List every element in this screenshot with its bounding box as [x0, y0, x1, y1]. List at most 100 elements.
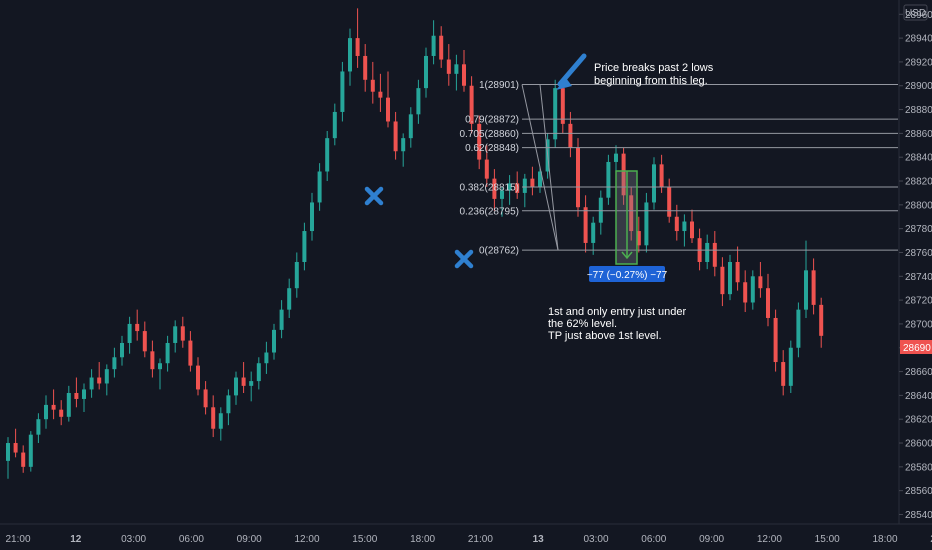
candle — [97, 362, 102, 390]
candle — [515, 171, 520, 199]
measure-badge-text: −77 (−0.27%) −77 — [587, 270, 668, 281]
time-tick-label: 18:00 — [410, 534, 435, 545]
candle — [553, 79, 558, 148]
candle — [781, 350, 786, 396]
top-note[interactable]: Price breaks past 2 lows beginning from … — [594, 62, 714, 87]
candle-body — [211, 407, 216, 429]
currency-box — [903, 4, 928, 21]
bottom-note-line-1: 1st and only entry just under — [548, 306, 687, 318]
candle-body — [408, 114, 413, 139]
candle — [82, 383, 86, 413]
candle-body — [226, 395, 231, 414]
candle — [120, 335, 124, 366]
arrow-shaft — [557, 53, 587, 87]
price-tick-label: 28780 — [905, 224, 932, 235]
top-note-line-1: Price breaks past 2 lows — [594, 62, 714, 74]
last-price-text: 28690 — [903, 343, 931, 354]
candle-body — [576, 147, 580, 208]
fib-level-label: 0.236(28795) — [460, 206, 520, 217]
candle-body — [325, 138, 330, 172]
price-tick-label: 28920 — [905, 57, 932, 68]
candle-body — [743, 282, 748, 303]
candle — [644, 192, 649, 253]
candle-body — [150, 351, 155, 370]
candle — [74, 377, 79, 408]
candle — [6, 437, 10, 479]
candle-body — [218, 413, 223, 429]
candle-body — [477, 123, 482, 160]
candle-body — [256, 363, 261, 382]
cross-icon[interactable] — [454, 249, 474, 269]
candle — [682, 214, 687, 247]
candle-body — [598, 197, 603, 223]
price-tick-label: 28620 — [905, 415, 932, 426]
candle-body — [538, 171, 542, 187]
currency-label[interactable]: USD — [903, 4, 928, 21]
candle — [507, 175, 512, 205]
measure-tool[interactable]: −77 (−0.27%) −77 — [587, 170, 668, 282]
candle — [735, 246, 740, 291]
candle — [196, 357, 200, 396]
candle — [363, 44, 368, 92]
candle — [135, 309, 140, 341]
candle-body — [28, 434, 33, 467]
candle — [773, 309, 778, 372]
price-tick-label: 28720 — [905, 296, 932, 307]
price-tick-label: 28580 — [905, 462, 932, 473]
candle — [241, 362, 246, 393]
bottom-note-line-2: the 62% level. — [548, 318, 617, 330]
time-axis[interactable]: 21:00 12 03:00 06:00 09:00 12:00 15:00 18:00 21:… — [5, 534, 932, 545]
candle — [766, 273, 770, 327]
fib-level-label: 0(28762) — [479, 246, 519, 257]
candle — [621, 147, 626, 205]
candle-body — [705, 242, 710, 262]
candle-body — [180, 326, 185, 341]
candle-body — [393, 121, 398, 152]
bottom-note[interactable]: 1st and only entry just under the 62% le… — [548, 306, 687, 342]
candle-body — [522, 178, 527, 193]
candle-body — [89, 377, 94, 390]
candle-body — [758, 276, 763, 289]
candle-body — [469, 85, 474, 124]
candle-body — [401, 138, 406, 152]
candle — [21, 445, 26, 473]
last-price-tag: 28690 — [900, 340, 932, 354]
fib-level-label: 0.62(28848) — [465, 143, 519, 154]
time-tick-label: 12 — [70, 534, 82, 545]
candle-body — [287, 288, 292, 310]
candle-body — [439, 35, 444, 60]
price-tick-label: 28600 — [905, 439, 932, 450]
cross-icon[interactable] — [364, 186, 384, 206]
candle — [416, 79, 421, 124]
candle — [112, 347, 117, 378]
candle-body — [6, 443, 10, 461]
fib-retracement[interactable]: 1(28901) 0.79(28872) 0.705(28860) 0.62(2884… — [460, 80, 899, 257]
time-tick-label: 13 — [533, 534, 545, 545]
candle — [127, 316, 132, 354]
candle — [150, 340, 155, 378]
candle-body — [690, 221, 694, 239]
measure-arrow-icon — [621, 251, 633, 260]
candle — [629, 186, 634, 241]
price-tick-label: 28700 — [905, 319, 932, 330]
candle — [165, 335, 170, 372]
arrow-annotation[interactable] — [556, 53, 587, 90]
fib-trend-line — [539, 84, 559, 251]
candle — [788, 340, 793, 393]
candle — [636, 216, 641, 253]
candle — [279, 300, 284, 339]
price-tick-label: 28540 — [905, 510, 932, 521]
price-tick-label: 28840 — [905, 153, 932, 164]
candle — [401, 133, 406, 167]
candle — [583, 195, 588, 253]
candle-body — [462, 64, 466, 86]
candle — [712, 231, 717, 277]
candle-body — [310, 202, 314, 232]
candle — [393, 111, 398, 160]
candle-body — [659, 164, 664, 187]
candle-body — [302, 231, 307, 262]
candle-body — [766, 288, 770, 318]
candle-body — [36, 419, 41, 435]
